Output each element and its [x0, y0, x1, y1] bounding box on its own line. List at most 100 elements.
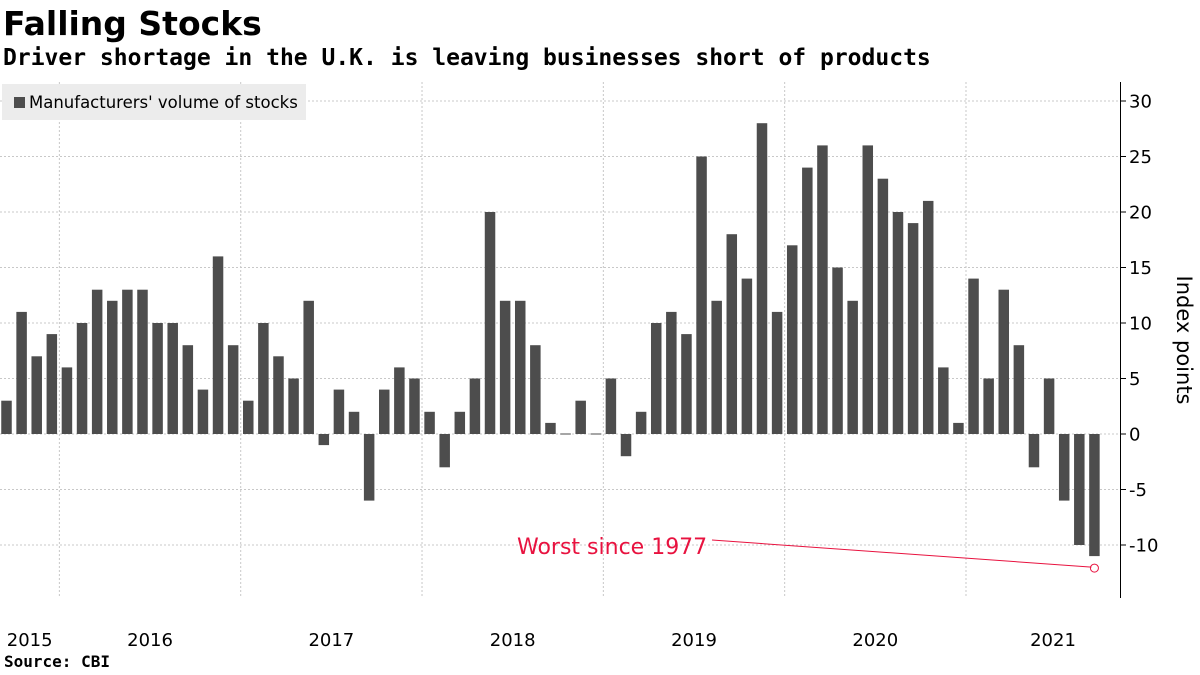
x-tick-label: 2020 [852, 630, 898, 651]
bar [1013, 345, 1025, 434]
bar [907, 223, 919, 434]
bar [892, 212, 904, 434]
bar [575, 400, 586, 434]
bar [635, 411, 647, 434]
bar [122, 289, 133, 434]
y-tick-label: 20 [1129, 203, 1152, 224]
y-tick-label: 10 [1129, 314, 1152, 335]
x-tick-label: 2016 [127, 630, 173, 651]
bar [1028, 434, 1040, 468]
bar [258, 323, 269, 434]
x-tick-label: 2017 [308, 630, 354, 651]
bar [998, 289, 1010, 434]
bar [16, 311, 27, 434]
bar [530, 345, 541, 434]
bar [363, 434, 375, 501]
bar [424, 411, 435, 434]
bar [953, 422, 964, 434]
bar [771, 311, 783, 434]
bar [318, 434, 330, 446]
bar [620, 434, 632, 457]
bar [802, 167, 813, 434]
bar [1043, 378, 1055, 434]
annotation-marker [1089, 563, 1099, 573]
y-tick-label: -5 [1129, 480, 1147, 501]
bar [379, 389, 390, 434]
bar [832, 267, 843, 434]
bar [726, 234, 738, 434]
bar [983, 378, 994, 434]
bar [212, 256, 224, 434]
annotation-leader [711, 539, 1092, 568]
bar [348, 411, 360, 434]
chart-subtitle: Driver shortage in the U.K. is leaving b… [3, 45, 931, 71]
y-tick-label: 30 [1129, 92, 1152, 113]
bar [107, 300, 118, 434]
annotation-label: Worst since 1977 [517, 535, 707, 560]
bar [877, 178, 889, 434]
legend: Manufacturers' volume of stocks [2, 84, 306, 120]
bar [862, 145, 874, 434]
x-tick-label: 2015 [7, 630, 53, 651]
y-tick-label: -10 [1129, 536, 1158, 557]
y-axis-label: Index points [1172, 276, 1196, 405]
bar [167, 323, 178, 434]
bar [1089, 434, 1100, 557]
source-note: Source: CBI [4, 652, 110, 671]
bar [590, 433, 602, 435]
bar [560, 433, 571, 435]
bar [91, 289, 103, 434]
bar [696, 156, 707, 434]
legend-label: Manufacturers' volume of stocks [29, 92, 298, 112]
bar [847, 300, 858, 434]
y-tick-label: 15 [1129, 258, 1152, 279]
bar [273, 356, 284, 434]
bar [681, 334, 692, 434]
bar [605, 378, 617, 434]
bar [484, 212, 496, 434]
bar [666, 311, 677, 434]
bar [1058, 434, 1070, 501]
y-tick-label: 25 [1129, 147, 1152, 168]
bar [333, 389, 345, 434]
bar [499, 300, 511, 434]
bar [938, 367, 949, 434]
bar [197, 389, 209, 434]
bar [61, 367, 73, 434]
bar [922, 200, 934, 434]
bar [756, 123, 768, 434]
bar [46, 334, 58, 434]
chart-title: Falling Stocks [3, 4, 262, 43]
bar [439, 434, 450, 468]
bar [394, 367, 405, 434]
bar [786, 245, 798, 434]
bar [454, 411, 466, 434]
bar [76, 323, 88, 434]
y-tick-label: 5 [1129, 369, 1140, 390]
bar [409, 378, 420, 434]
bar [469, 378, 481, 434]
bar [650, 323, 662, 434]
x-tick-label: 2018 [490, 630, 536, 651]
bar [137, 289, 148, 434]
y-tick-label: 0 [1129, 425, 1140, 446]
legend-swatch [14, 96, 25, 108]
x-tick-label: 2021 [1030, 630, 1076, 651]
bar [741, 278, 753, 434]
bar [514, 300, 526, 434]
bar [817, 145, 828, 434]
bar [31, 356, 42, 434]
bar [303, 300, 314, 434]
bar [152, 323, 163, 434]
bar [243, 400, 254, 434]
bar [1, 400, 12, 434]
bar [227, 345, 239, 434]
bar [968, 278, 979, 434]
bar [1074, 434, 1085, 545]
bar [288, 378, 299, 434]
x-tick-label: 2019 [671, 630, 717, 651]
bar [182, 345, 194, 434]
bar [545, 422, 556, 434]
bar [711, 300, 722, 434]
